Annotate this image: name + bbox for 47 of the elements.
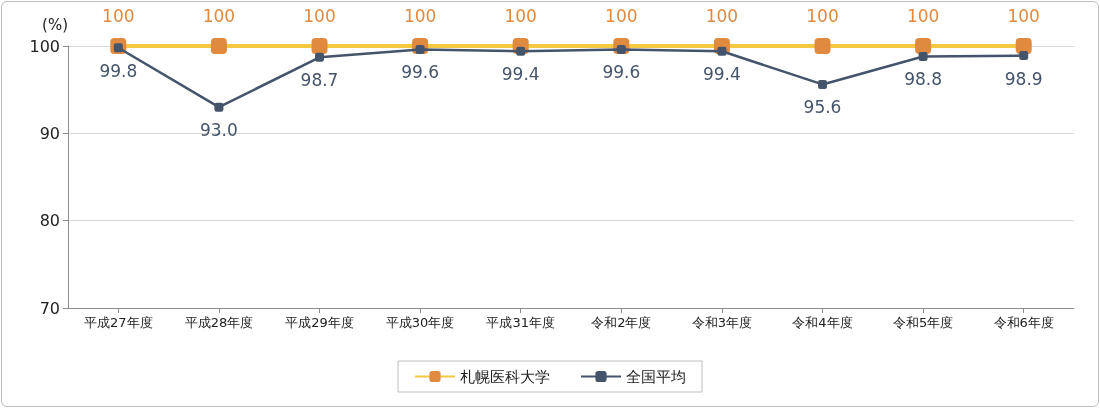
data-label: 100: [303, 5, 336, 26]
x-tick-label: 令和6年度: [993, 315, 1054, 330]
data-label: 99.6: [401, 62, 440, 83]
point: [814, 38, 831, 54]
point: [214, 102, 224, 112]
data-label: 100: [102, 5, 135, 26]
data-label: 98.9: [1004, 68, 1043, 89]
data-label: 99.4: [501, 64, 540, 85]
data-label: 99.8: [99, 60, 138, 81]
x-tick-label: 令和4年度: [792, 315, 853, 330]
data-label: 98.8: [904, 69, 943, 90]
data-label: 100: [403, 5, 437, 26]
x-tick-label: 令和5年度: [892, 315, 954, 330]
legend-label: 全国平均: [626, 367, 686, 386]
point: [311, 38, 328, 54]
data-label: 100: [806, 5, 839, 26]
point: [1019, 51, 1029, 61]
data-label: 100: [906, 5, 940, 26]
x-tick-label: 平成28年度: [184, 315, 254, 330]
data-label: 100: [202, 5, 236, 26]
x-tick-label: 令和2年度: [591, 315, 652, 330]
x-tick-label: 平成27年度: [84, 315, 153, 330]
point: [915, 38, 932, 54]
data-label: 100: [705, 5, 739, 26]
point: [918, 51, 928, 61]
data-label: 100: [605, 5, 638, 26]
data-label: 99.6: [602, 62, 641, 83]
point: [1015, 38, 1032, 54]
data-label: 93.0: [199, 120, 238, 141]
data-label: 99.4: [702, 64, 741, 85]
y-tick-label: 100: [29, 36, 60, 56]
legend-label: 札幌医科大学: [460, 367, 550, 386]
x-tick-label: 平成31年度: [486, 315, 555, 330]
y-axis-title: (%): [42, 15, 68, 34]
x-tick-label: 令和3年度: [691, 315, 753, 330]
data-label: 100: [1007, 5, 1040, 26]
x-tick-label: 平成30年度: [385, 315, 455, 330]
y-tick-label: 70: [39, 298, 60, 318]
point: [818, 79, 827, 89]
point: [210, 38, 227, 54]
x-tick-label: 平成29年度: [285, 315, 354, 330]
data-label: 95.6: [803, 97, 842, 118]
point: [315, 52, 324, 62]
data-label: 98.7: [300, 70, 339, 91]
y-tick-label: 80: [39, 211, 60, 231]
data-label: 100: [504, 5, 537, 26]
y-tick-label: 90: [39, 123, 60, 143]
